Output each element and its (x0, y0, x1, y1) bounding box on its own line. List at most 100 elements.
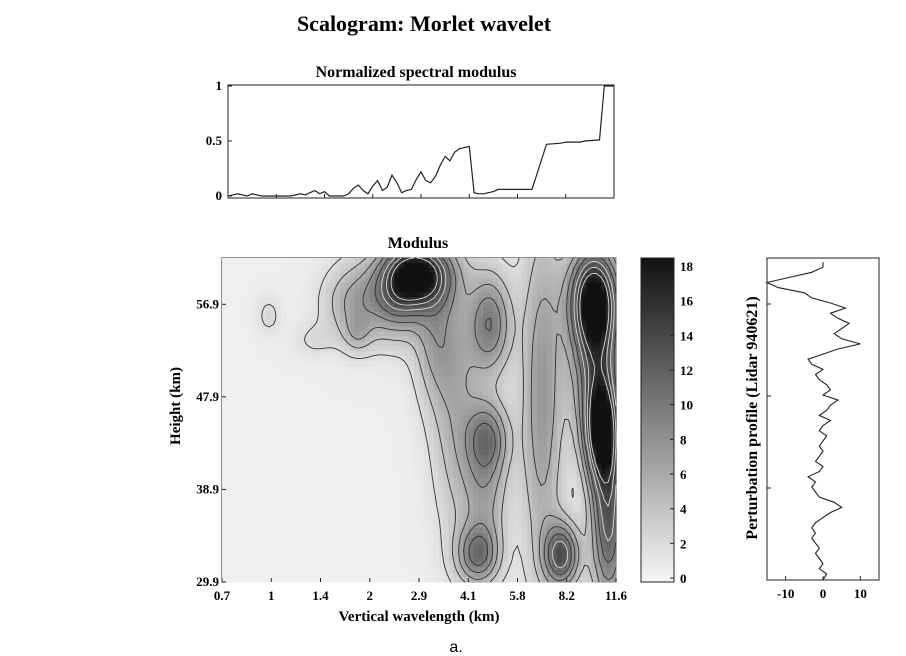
heatmap-cell (345, 478, 351, 485)
heatmap-cell (409, 326, 415, 333)
heatmap-cell (335, 321, 341, 328)
heatmap-cell (379, 532, 386, 539)
heatmap-cell (542, 464, 548, 470)
heatmap-cell (497, 498, 504, 505)
heatmap-cell (246, 557, 253, 563)
heatmap-cell (231, 547, 238, 554)
heatmap-cell (571, 483, 578, 490)
heatmap-cell (404, 547, 410, 554)
heatmap-cell (325, 375, 331, 382)
heatmap-cell (483, 361, 489, 367)
heatmap-cell (246, 331, 253, 338)
heatmap-cell (443, 474, 450, 480)
heatmap-cell (483, 390, 489, 397)
heatmap-cell (290, 370, 297, 377)
heatmap-cell (591, 267, 597, 274)
heatmap-cell (340, 307, 346, 313)
heatmap-cell (433, 326, 440, 333)
heatmap-cell (453, 420, 459, 426)
heatmap-cell (512, 459, 519, 465)
heatmap-cell (522, 537, 528, 544)
heatmap-cell (448, 312, 455, 318)
heatmap-cell (340, 415, 346, 421)
heatmap-cell (561, 469, 568, 475)
heatmap-cell (330, 483, 336, 490)
heatmap-cell (256, 537, 262, 544)
heatmap-cell (566, 552, 573, 559)
heatmap-cell (522, 316, 528, 323)
heatmap-cell (315, 321, 322, 328)
heatmap-cell (473, 282, 479, 289)
heatmap-cell (236, 528, 243, 534)
heatmap-cell (468, 469, 474, 475)
heatmap-cell (261, 459, 267, 465)
heatmap-cell (532, 390, 538, 397)
heatmap-cell (231, 356, 238, 362)
heatmap-cell (561, 439, 568, 446)
heatmap-cell (512, 385, 519, 392)
heatmap-cell (458, 552, 464, 559)
heatmap-cell (487, 513, 494, 519)
heatmap-cell (300, 258, 307, 264)
heatmap-cell (556, 356, 563, 362)
heatmap-cell (566, 449, 573, 455)
heatmap-cell (576, 449, 583, 455)
heatmap-cell (576, 518, 583, 524)
heatmap-cell (226, 267, 233, 274)
heatmap-cell (251, 532, 258, 539)
heatmap-cell (542, 523, 548, 529)
heatmap-cell (369, 415, 376, 421)
heatmap-cell (246, 312, 253, 318)
heatmap-cell (581, 542, 588, 549)
heatmap-cell (487, 272, 494, 279)
heatmap-cell (487, 380, 494, 387)
heatmap-cell (483, 380, 489, 387)
heatmap-cell (419, 375, 425, 382)
heatmap-cell (414, 444, 420, 451)
heatmap-cell (453, 542, 459, 549)
heatmap-cell (438, 415, 445, 421)
heatmap-cell (576, 331, 583, 338)
heatmap-cell (354, 277, 361, 284)
heatmap-cell (320, 410, 327, 416)
heatmap-cell (611, 498, 617, 505)
heatmap-cell (335, 400, 341, 406)
heatmap-cell (236, 287, 243, 293)
heatmap-cell (419, 312, 425, 318)
heatmap-cell (601, 498, 607, 505)
heatmap-cell (606, 469, 612, 475)
heatmap-cell (561, 297, 568, 303)
heatmap-cell (522, 493, 528, 500)
heatmap-cell (300, 302, 307, 308)
heatmap-cell (507, 405, 514, 411)
heatmap-cell (364, 488, 371, 495)
heatmap-cell (463, 267, 469, 274)
heatmap-cell (596, 370, 602, 377)
heatmap-cell (606, 498, 612, 505)
heatmap-cell (222, 395, 228, 401)
heatmap-cell (433, 415, 440, 421)
heatmap-cell (364, 503, 371, 509)
heatmap-cell (512, 523, 519, 529)
heatmap-cell (478, 478, 484, 485)
heatmap-cell (468, 341, 474, 347)
heatmap-cell (606, 542, 612, 549)
heatmap-cell (576, 356, 583, 362)
heatmap-cell (256, 292, 262, 298)
heatmap-cell (256, 474, 262, 480)
heatmap-cell (399, 366, 405, 372)
heatmap-cell (281, 316, 287, 323)
heatmap-cell (409, 493, 415, 500)
heatmap-cell (320, 370, 327, 377)
heatmap-cell (359, 410, 366, 416)
heatmap-cell (483, 326, 489, 333)
heatmap-cell (497, 503, 504, 509)
heatmap-cell (448, 449, 455, 455)
heatmap-cell (335, 503, 341, 509)
heatmap-cell (453, 307, 459, 313)
heatmap-cell (478, 262, 484, 269)
heatmap-cell (226, 434, 233, 441)
heatmap-cell (384, 351, 391, 357)
heatmap-cell (414, 267, 420, 274)
heatmap-cell (497, 488, 504, 495)
